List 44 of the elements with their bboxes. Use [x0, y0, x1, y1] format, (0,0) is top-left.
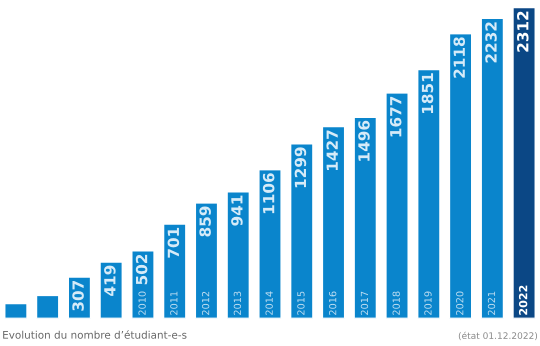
x-tick-label: 2022	[518, 286, 528, 315]
x-tick-label: 2021	[488, 292, 496, 315]
data-label: 2312	[516, 12, 529, 52]
bar	[162, 223, 187, 318]
data-label: 1106	[262, 173, 274, 214]
data-label: 307	[72, 280, 84, 311]
data-label: 419	[104, 266, 116, 296]
data-label: 2232	[485, 22, 497, 62]
x-tick-label: 2011	[170, 292, 178, 315]
x-tick-label: 2014	[265, 291, 273, 315]
bar	[258, 168, 282, 318]
bar	[353, 116, 378, 318]
bar	[36, 294, 60, 318]
bar	[480, 18, 504, 318]
data-label: 1851	[422, 73, 434, 114]
x-tick-label: 2010	[138, 292, 146, 315]
bar	[4, 302, 28, 318]
data-label: 701	[168, 228, 180, 258]
bar	[417, 68, 441, 318]
x-tick-label: 2020	[456, 292, 464, 315]
data-label: 941	[231, 196, 243, 226]
bar	[226, 191, 250, 318]
bar	[290, 143, 314, 318]
x-tick-label: 2012	[202, 292, 210, 315]
data-label: 1427	[326, 130, 338, 170]
x-tick-label: 2019	[424, 292, 432, 315]
bar	[448, 32, 472, 318]
bar	[322, 126, 346, 318]
x-tick-label: 2017	[360, 292, 368, 315]
data-label: 502	[136, 254, 148, 284]
data-label: 2118	[453, 37, 466, 78]
text: Evolution du nombre d’étudiant-e-s	[3, 330, 187, 339]
data-label: 1299	[294, 147, 306, 188]
bar	[194, 202, 218, 318]
text: (état 01.12.2022)	[458, 332, 538, 340]
bar	[385, 92, 409, 318]
data-label: 1496	[358, 120, 370, 161]
x-tick-label: 2015	[297, 292, 305, 315]
data-label: 859	[199, 206, 211, 237]
x-tick-label: 2016	[328, 291, 336, 315]
x-tick-label: 2018	[392, 292, 400, 315]
bar	[512, 6, 536, 318]
x-tick-label: 2013	[234, 292, 242, 315]
data-label: 1677	[390, 96, 402, 136]
